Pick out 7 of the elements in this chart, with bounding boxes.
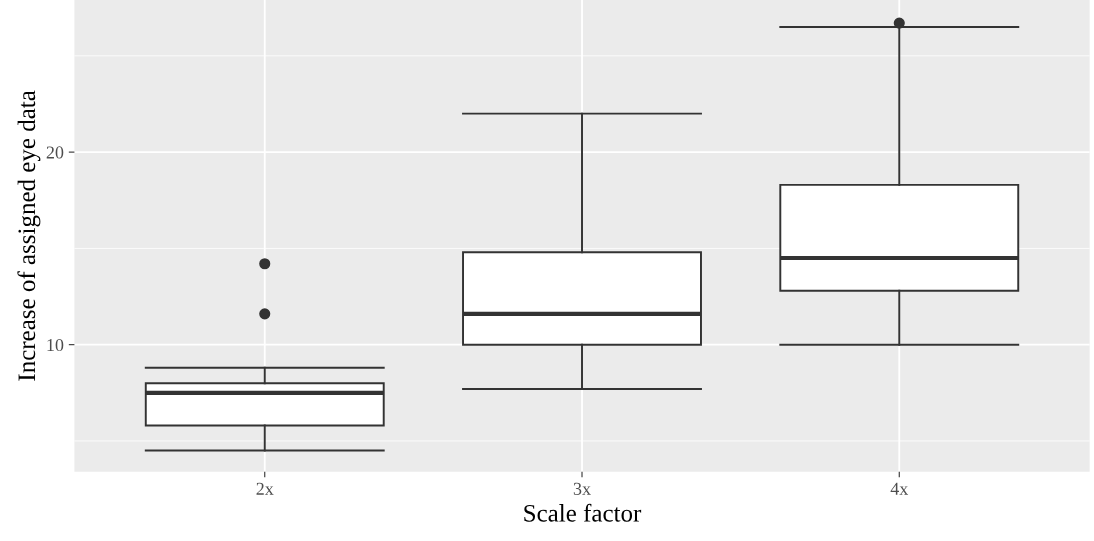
- y-axis-title: Increase of assigned eye data: [17, 90, 41, 381]
- x-tick-label: 4x: [890, 482, 909, 495]
- x-tick-label: 3x: [573, 482, 591, 495]
- y-tick-label: 20: [46, 146, 64, 159]
- y-tick-label: 10: [47, 338, 64, 352]
- x-tick-label: 2x: [256, 482, 274, 495]
- x-axis-title: Scale factor: [524, 503, 642, 522]
